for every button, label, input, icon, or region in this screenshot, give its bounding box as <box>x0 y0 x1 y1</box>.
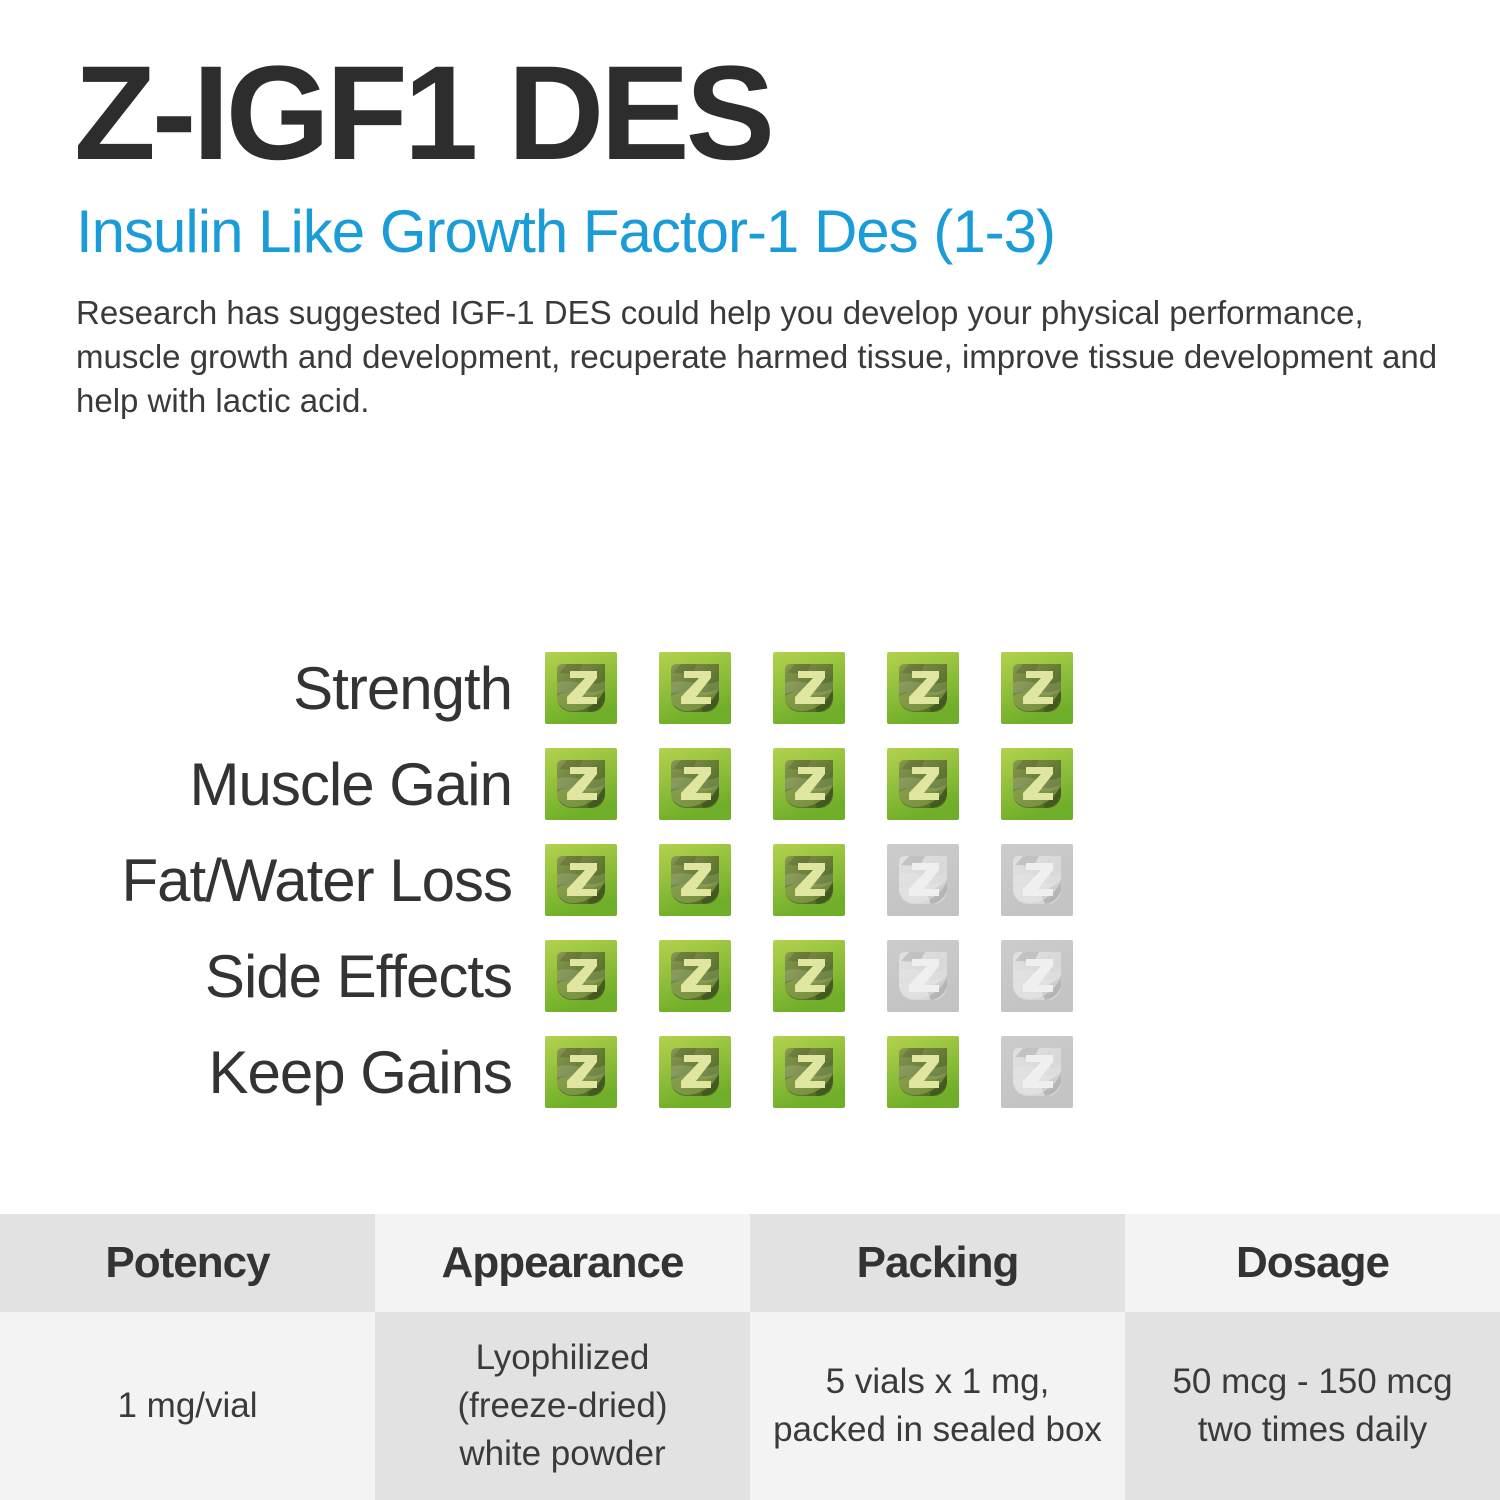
spec-header: Appearance <box>375 1214 750 1312</box>
spec-value: 1 mg/vial <box>0 1312 375 1500</box>
z-logo-icon-filled <box>773 844 845 916</box>
z-logo-icon-filled <box>773 652 845 724</box>
z-logo-icon-filled <box>545 1036 617 1108</box>
rating-label: Side Effects <box>204 942 513 1010</box>
rating-icons <box>545 940 1073 1012</box>
z-logo-icon-filled <box>545 652 617 724</box>
rating-row-strength: Strength <box>0 652 1120 724</box>
header: Z-IGF1 DES Insulin Like Growth Factor-1 … <box>74 39 1464 423</box>
rating-label: Fat/Water Loss <box>121 846 513 914</box>
spec-value: 5 vials x 1 mg, packed in sealed box <box>750 1312 1125 1500</box>
rating-row-side-effects: Side Effects <box>0 940 1120 1012</box>
spec-header: Potency <box>0 1214 375 1312</box>
rating-icons <box>545 844 1073 916</box>
product-title: Z-IGF1 DES <box>74 39 775 188</box>
z-logo-icon-filled <box>773 748 845 820</box>
z-logo-icon-filled <box>659 940 731 1012</box>
spec-column-appearance: Appearance Lyophilized (freeze-dried) whi… <box>375 1214 750 1500</box>
spec-column-potency: Potency 1 mg/vial <box>0 1214 375 1500</box>
z-logo-icon-filled <box>545 940 617 1012</box>
z-logo-icon-filled <box>1001 748 1073 820</box>
z-logo-icon-filled <box>659 748 731 820</box>
z-logo-icon-empty <box>1001 1036 1073 1108</box>
spec-value: 50 mcg - 150 mcg two times daily <box>1125 1312 1500 1500</box>
z-logo-icon-filled <box>545 748 617 820</box>
z-logo-icon-empty <box>887 844 959 916</box>
z-logo-icon-empty <box>1001 844 1073 916</box>
z-logo-icon-filled <box>1001 652 1073 724</box>
product-description: Research has suggested IGF-1 DES could h… <box>76 293 1438 419</box>
z-logo-icon-filled <box>659 1036 731 1108</box>
z-logo-icon-filled <box>545 844 617 916</box>
rating-row-muscle-gain: Muscle Gain <box>0 748 1120 820</box>
z-logo-icon-empty <box>1001 940 1073 1012</box>
spec-header: Dosage <box>1125 1214 1500 1312</box>
spec-header: Packing <box>750 1214 1125 1312</box>
spec-value: Lyophilized (freeze-dried) white powder <box>375 1312 750 1500</box>
z-logo-icon-filled <box>887 652 959 724</box>
rating-label: Strength <box>293 654 513 722</box>
rating-icons <box>545 1036 1073 1108</box>
rating-icons <box>545 652 1073 724</box>
spec-column-dosage: Dosage 50 mcg - 150 mcg two times daily <box>1125 1214 1500 1500</box>
z-logo-icon-filled <box>659 844 731 916</box>
z-logo-icon-filled <box>773 940 845 1012</box>
z-logo-icon-filled <box>659 652 731 724</box>
z-logo-icon-filled <box>887 748 959 820</box>
ratings-chart: Strength Mu <box>0 652 1120 1132</box>
product-subtitle: Insulin Like Growth Factor-1 Des (1-3) <box>76 197 1056 265</box>
rating-row-keep-gains: Keep Gains <box>0 1036 1120 1108</box>
spec-table: Potency 1 mg/vial Appearance Lyophilized (f… <box>0 1214 1500 1500</box>
z-logo-icon-filled <box>773 1036 845 1108</box>
rating-label: Muscle Gain <box>189 750 513 818</box>
z-logo-icon-empty <box>887 940 959 1012</box>
z-logo-icon-filled <box>887 1036 959 1108</box>
rating-label: Keep Gains <box>208 1038 513 1106</box>
rating-row-fat-water-loss: Fat/Water Loss <box>0 844 1120 916</box>
spec-column-packing: Packing 5 vials x 1 mg, packed in sealed … <box>750 1214 1125 1500</box>
rating-icons <box>545 748 1073 820</box>
